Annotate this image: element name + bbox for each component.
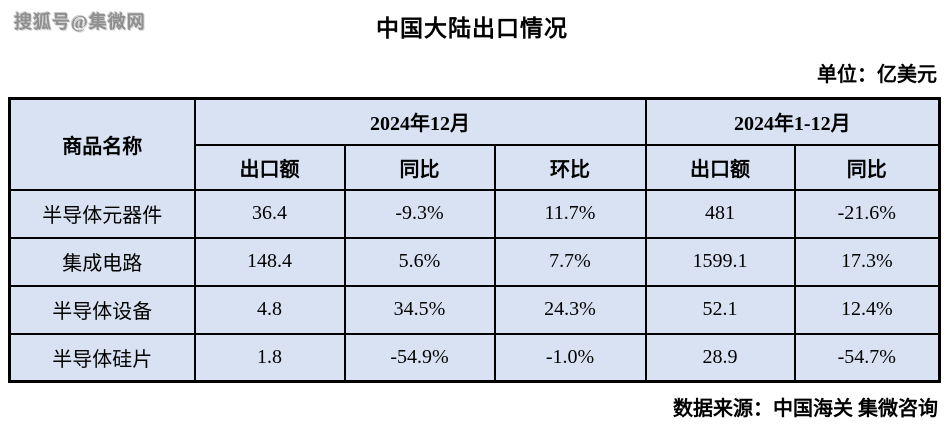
cell-export-value-ytd: 1599.1 — [644, 236, 796, 287]
cell-export-value-ytd: 28.9 — [644, 332, 796, 383]
subheader-mom-dec: 环比 — [493, 143, 647, 191]
cell-export-value-dec: 1.8 — [193, 332, 346, 383]
cell-mom-dec: 24.3% — [493, 284, 647, 335]
watermark-sohu-jiweiwang: 搜狐号@集微网 — [14, 12, 146, 32]
cell-export-value-ytd: 52.1 — [644, 284, 796, 335]
table-header: 商品名称 2024年12月 2024年1-12月 出口额 同比 环比 出口额 同… — [8, 97, 941, 191]
cell-yoy-ytd: 12.4% — [793, 284, 941, 335]
subheader-yoy-dec: 同比 — [343, 143, 496, 191]
cell-yoy-ytd: 17.3% — [793, 236, 941, 287]
page-title: 中国大陆出口情况 — [376, 16, 568, 41]
cell-yoy-dec: 5.6% — [343, 236, 496, 287]
column-group-jan-dec-2024: 2024年1-12月 — [644, 97, 941, 146]
header-sub-row: 出口额 同比 环比 出口额 同比 — [10, 143, 941, 191]
table-row-integrated-circuits: 集成电路 148.4 5.6% 7.7% 1599.1 17.3% — [8, 236, 941, 287]
corner-header-product-name: 商品名称 — [8, 97, 196, 191]
subheader-yoy-ytd: 同比 — [793, 143, 941, 191]
cell-yoy-ytd: -21.6% — [793, 188, 941, 239]
cell-mom-dec: 7.7% — [493, 236, 647, 287]
header-group-row: 商品名称 2024年12月 2024年1-12月 — [8, 97, 941, 191]
cell-yoy-dec: 34.5% — [343, 284, 496, 335]
table-row-semiconductor-components: 半导体元器件 36.4 -9.3% 11.7% 481 -21.6% — [8, 188, 941, 239]
table-row-semiconductor-wafers: 半导体硅片 1.8 -54.9% -1.0% 28.9 -54.7% — [8, 332, 941, 383]
column-group-dec-2024: 2024年12月 — [193, 97, 647, 146]
cell-yoy-ytd: -54.7% — [793, 332, 941, 383]
export-data-table: 商品名称 2024年12月 2024年1-12月 出口额 同比 环比 出口额 同… — [8, 97, 942, 383]
cell-mom-dec: 11.7% — [493, 188, 647, 239]
cell-yoy-dec: -54.9% — [343, 332, 496, 383]
cell-export-value-ytd: 481 — [644, 188, 796, 239]
row-name: 半导体硅片 — [8, 332, 196, 383]
table-row-semiconductor-equipment: 半导体设备 4.8 34.5% 24.3% 52.1 12.4% — [8, 284, 941, 335]
unit-label: 单位：亿美元 — [817, 64, 937, 86]
data-source-label: 数据来源：中国海关 集微咨询 — [673, 398, 938, 420]
cell-yoy-dec: -9.3% — [343, 188, 496, 239]
cell-export-value-dec: 4.8 — [193, 284, 346, 335]
table-body: 半导体元器件 36.4 -9.3% 11.7% 481 -21.6% 集成电路 … — [8, 188, 941, 383]
cell-mom-dec: -1.0% — [493, 332, 647, 383]
subheader-export-value-dec: 出口额 — [193, 143, 346, 191]
row-name: 半导体设备 — [8, 284, 196, 335]
cell-export-value-dec: 36.4 — [193, 188, 346, 239]
row-name: 半导体元器件 — [8, 188, 196, 239]
subheader-export-value-ytd: 出口额 — [644, 143, 796, 191]
cell-export-value-dec: 148.4 — [193, 236, 346, 287]
row-name: 集成电路 — [8, 236, 196, 287]
